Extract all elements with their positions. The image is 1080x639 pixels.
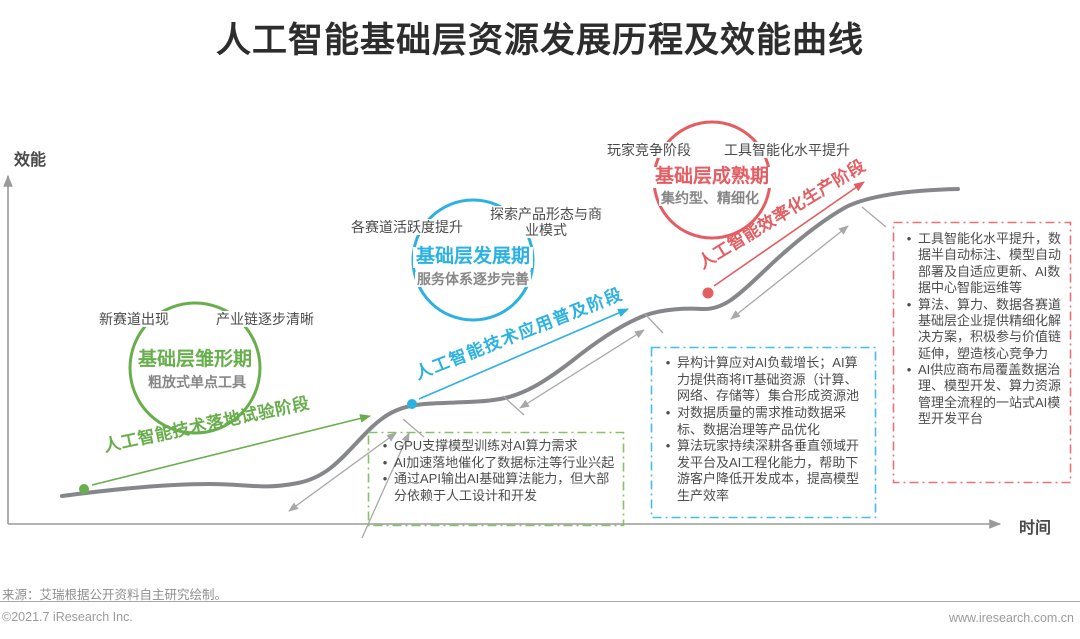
stage2-note-box: • 异构计算应对AI负载增长；AI算力提供商将IT基础资源（计算、网络、存储等）集…: [651, 347, 875, 509]
stage2-name: 基础层发展期: [412, 246, 534, 268]
stage3-start-dot: [702, 287, 714, 299]
phase-tick-2: [502, 395, 525, 416]
phase-tick-1: [402, 418, 425, 438]
note-item: • AI加速落地催化了数据标注等行业兴起: [376, 455, 617, 472]
stage1-note-box: • GPU支撑模型训练对AI算力需求 • AI加速落地催化了数据标注等行业兴起 • 通…: [368, 432, 623, 509]
stage2-note-border: [650, 346, 877, 519]
stage3-side-label-2: 工具智能化水平提升: [721, 142, 853, 159]
page-title: 人工智能基础层资源发展历程及效能曲线: [215, 21, 864, 60]
note-item: • 算法、算力、数据各赛道基础层企业提供精细化解决方案，积极参与价值链延伸，塑造核…: [900, 297, 1066, 363]
stage2-side-label-2: 探索产品形态与商业模式: [484, 206, 608, 239]
bullet-icon: •: [665, 438, 671, 454]
footer-divider: [0, 601, 1080, 602]
note-item: • AI供应商布局覆盖数据治理、模型开发、算力资源管理全流程的一站式AI模型开发平…: [900, 362, 1066, 428]
note-item: • 算法玩家持续深耕各垂直领域开发平台及AI工程化能力，帮助下游客户降低开发成本，…: [659, 438, 870, 505]
note-item: • GPU支撑模型训练对AI算力需求: [376, 438, 617, 455]
stage3-note-box: • 工具智能化水平提升，数据半自动标注、模型自动部署及自适应更新、AI数据中心智能…: [893, 222, 1070, 432]
bullet-icon: •: [665, 404, 671, 420]
source-note: 来源：艾瑞根据公开资料自主研究绘制。: [2, 588, 228, 602]
y-axis-label: 效能: [14, 152, 47, 169]
bullet-icon: •: [382, 454, 388, 470]
stage2-side-label-1: 各赛道活跃度提升: [348, 219, 466, 236]
stage1-side-label-2: 产业链逐步清晰: [213, 311, 317, 328]
phase-tick-4: [861, 206, 887, 228]
stage3-note-border: [892, 221, 1072, 484]
stage1-start-dot: [79, 484, 89, 494]
stage1-tagline: 粗放式单点工具: [146, 374, 248, 391]
stage3-side-label-1: 玩家竞争阶段: [604, 142, 694, 159]
span-arrow-1: [288, 432, 397, 512]
note-item: • 对数据质量的需求推动数据采标、数据治理等产品优化: [659, 405, 870, 438]
bullet-icon: •: [382, 471, 388, 487]
bullet-icon: •: [906, 296, 912, 312]
stage1-note-border: [367, 431, 625, 527]
stage1-side-label-1: 新赛道出现: [96, 311, 172, 328]
stage1-name: 基础层雏形期: [134, 349, 256, 371]
stage1-circle: [128, 301, 262, 435]
phase-tick-3: [644, 313, 664, 334]
bullet-icon: •: [906, 231, 912, 246]
bullet-icon: •: [382, 438, 388, 453]
note-item: • 异构计算应对AI负载增长；AI算力提供商将IT基础资源（计算、网络、存储等）集…: [659, 355, 870, 405]
stage3-name: 基础层成熟期: [651, 166, 773, 188]
span-arrow-3: [730, 225, 849, 320]
copyright-text: ©2021.7 iResearch Inc.: [2, 610, 133, 624]
bullet-icon: •: [665, 355, 671, 370]
stage2-start-dot: [407, 399, 417, 409]
span-arrow-2: [519, 329, 645, 409]
x-axis-label: 时间: [1019, 520, 1052, 537]
stage2-tagline: 服务体系逐步完善: [415, 271, 531, 288]
stage1-phase-arrow: [91, 414, 372, 486]
stage3-tagline: 集约型、精细化: [659, 190, 761, 207]
note-item: • 通过API输出AI基础算法能力，但大部分依赖于人工设计和开发: [376, 471, 617, 504]
note-item: • 工具智能化水平提升，数据半自动标注、模型自动部署及自适应更新、AI数据中心智能…: [900, 231, 1066, 297]
pointer-arrow-1: [361, 432, 410, 539]
bullet-icon: •: [906, 362, 912, 377]
website-text: www.iresearch.com.cn: [948, 611, 1074, 625]
